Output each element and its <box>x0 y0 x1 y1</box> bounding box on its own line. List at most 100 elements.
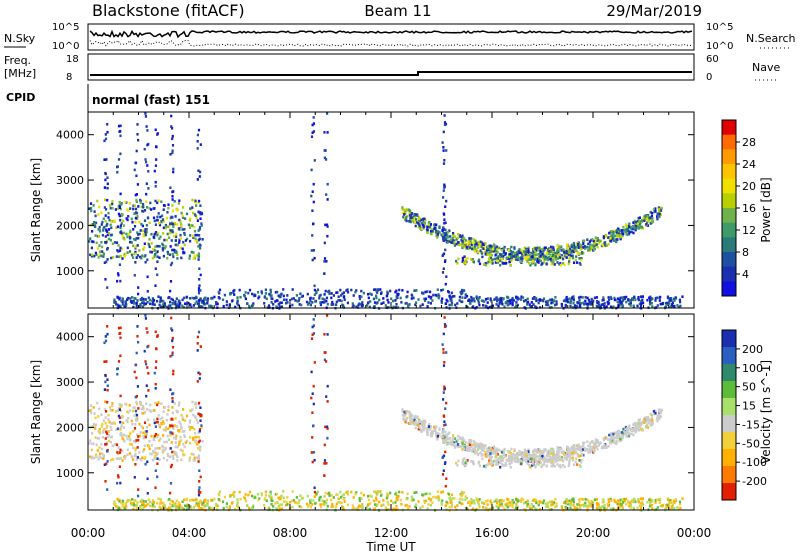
range-gate-cell <box>376 503 379 506</box>
range-gate-cell <box>187 223 190 227</box>
range-gate-cell <box>193 427 196 431</box>
range-gate-cell <box>178 304 181 307</box>
range-gate-cell <box>181 247 184 251</box>
range-gate-cell <box>673 297 676 301</box>
range-gate-cell <box>145 160 148 164</box>
range-gate-cell <box>461 242 464 246</box>
range-gate-cell <box>106 325 109 328</box>
range-gate-cell <box>578 299 581 302</box>
range-gate-cell <box>132 507 135 511</box>
range-gate-cell <box>537 246 540 249</box>
range-gate-cell <box>401 410 404 413</box>
range-gate-cell <box>150 208 153 211</box>
range-gate-cell <box>148 409 151 412</box>
range-gate-cell <box>135 413 139 417</box>
range-gate-cell <box>297 501 300 504</box>
range-gate-cell <box>453 446 456 449</box>
range-gate-cell <box>275 299 278 302</box>
range-gate-cell <box>539 452 542 455</box>
range-gate-cell <box>360 295 363 298</box>
range-gate-cell <box>191 206 194 209</box>
range-gate-cell <box>515 304 518 307</box>
range-gate-cell <box>632 231 635 235</box>
range-gate-cell <box>140 458 143 462</box>
range-gate-cell <box>138 422 141 426</box>
range-gate-cell <box>622 225 625 229</box>
range-gate-cell <box>141 426 144 430</box>
range-gate-cell <box>524 299 527 302</box>
range-gate-cell <box>534 507 537 510</box>
range-gate-cell <box>343 298 346 301</box>
range-gate-cell <box>596 503 599 506</box>
range-gate-cell <box>146 460 149 464</box>
range-gate-cell <box>135 351 138 355</box>
range-gate-cell <box>379 288 382 291</box>
range-gate-cell <box>650 416 653 420</box>
range-gate-cell <box>90 246 93 250</box>
range-gate-cell <box>678 500 681 504</box>
range-gate-cell <box>94 234 97 237</box>
range-gate-cell <box>451 237 454 240</box>
range-gate-cell <box>311 436 314 439</box>
range-gate-cell <box>216 504 219 508</box>
range-gate-cell <box>142 229 145 233</box>
range-gate-cell <box>473 501 476 505</box>
range-gate-cell <box>114 208 117 211</box>
range-gate-cell <box>176 303 179 306</box>
range-gate-cell <box>559 263 562 267</box>
range-gate-cell <box>156 403 159 407</box>
range-gate-cell <box>443 218 446 221</box>
range-gate-cell <box>627 500 630 503</box>
range-gate-cell <box>143 234 146 237</box>
range-gate-cell <box>651 499 654 503</box>
range-gate-cell <box>182 206 185 209</box>
range-gate-cell <box>618 505 621 509</box>
range-gate-cell <box>532 505 535 508</box>
range-gate-cell <box>285 298 288 302</box>
range-gate-cell <box>646 423 649 426</box>
range-gate-cell <box>144 500 147 503</box>
range-gate-cell <box>633 226 636 229</box>
colorbar-segment <box>722 178 736 194</box>
range-gate-cell <box>512 250 515 254</box>
range-gate-cell <box>453 295 456 298</box>
range-gate-cell <box>142 435 145 438</box>
range-gate-cell <box>563 456 566 460</box>
range-gate-cell <box>551 298 554 301</box>
range-gate-cell <box>394 508 397 511</box>
range-gate-cell <box>159 298 162 301</box>
range-gate-cell <box>162 422 165 425</box>
range-gate-cell <box>580 504 583 507</box>
range-gate-cell <box>525 255 528 258</box>
range-gate-cell <box>167 408 170 412</box>
range-gate-cell <box>190 250 193 254</box>
range-gate-cell <box>542 255 545 258</box>
range-gate-cell <box>153 421 156 425</box>
range-gate-cell <box>195 502 198 505</box>
range-gate-cell <box>526 505 529 508</box>
range-gate-cell <box>291 490 294 493</box>
range-gate-cell <box>239 497 242 501</box>
range-gate-cell <box>106 488 109 491</box>
range-gate-cell <box>131 220 134 224</box>
range-gate-cell <box>92 221 96 224</box>
range-gate-cell <box>444 450 447 454</box>
range-gate-cell <box>121 300 124 304</box>
range-gate-cell <box>105 430 108 434</box>
range-gate-cell <box>244 297 247 301</box>
range-gate-cell <box>533 258 536 261</box>
range-gate-cell <box>560 447 563 451</box>
range-gate-cell <box>656 212 659 215</box>
range-gate-cell <box>277 496 280 499</box>
range-gate-cell <box>310 337 314 340</box>
range-gate-cell <box>221 298 225 302</box>
range-gate-cell <box>326 333 329 336</box>
range-gate-cell <box>90 411 93 415</box>
range-gate-cell <box>681 497 684 500</box>
range-gate-cell <box>201 503 204 506</box>
range-gate-cell <box>562 450 565 453</box>
range-gate-cell <box>340 496 343 499</box>
range-gate-cell <box>143 505 146 509</box>
range-gate-cell <box>620 231 623 235</box>
range-gate-cell <box>161 218 165 221</box>
